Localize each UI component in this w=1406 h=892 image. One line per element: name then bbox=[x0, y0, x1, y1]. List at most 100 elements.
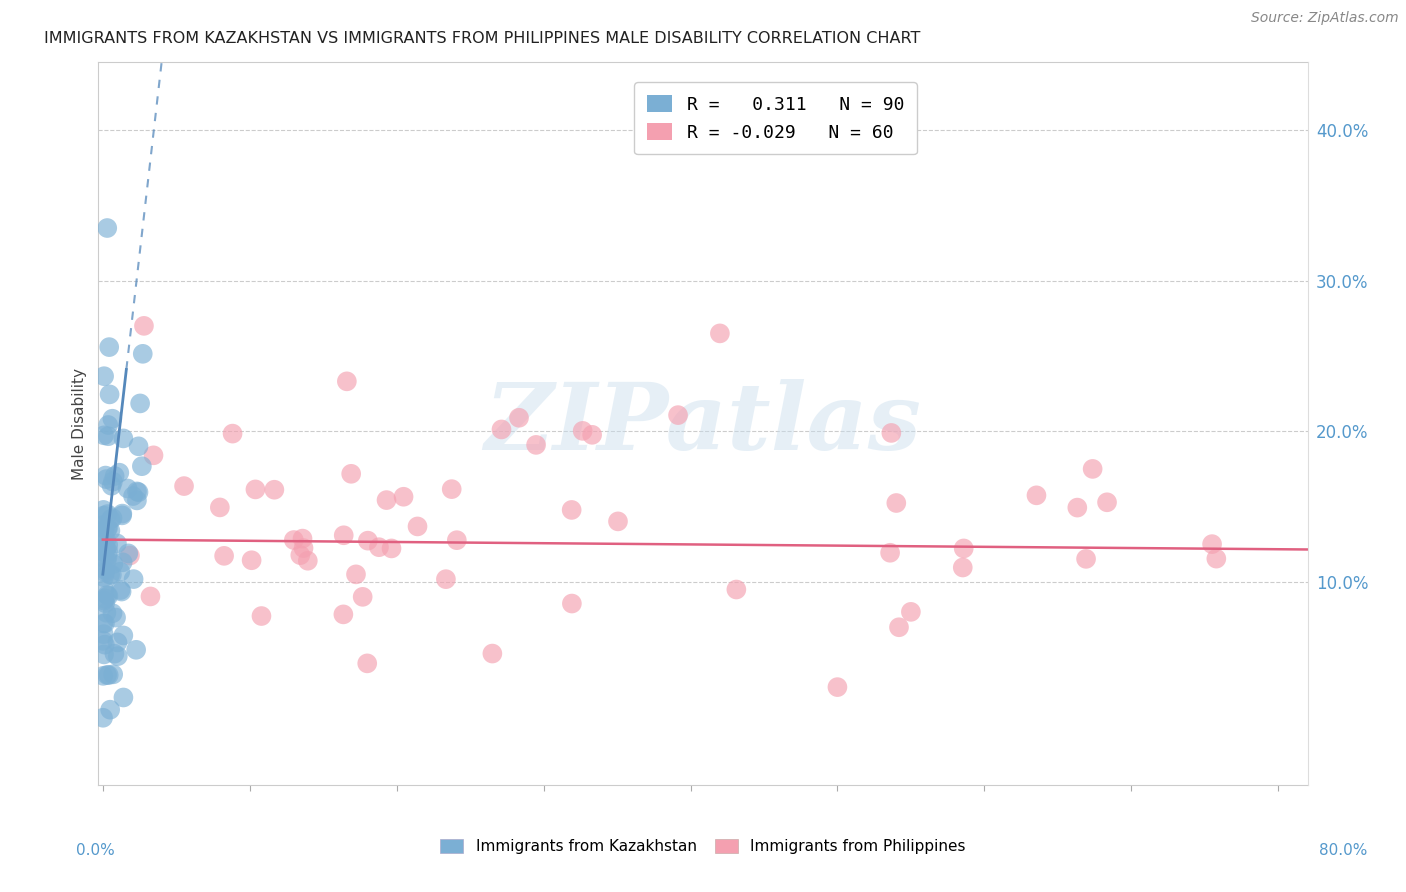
Point bbox=[508, 410, 530, 425]
Text: 80.0%: 80.0% bbox=[1319, 843, 1367, 858]
Point bbox=[91, 669, 114, 683]
Point bbox=[98, 387, 121, 401]
Point bbox=[112, 431, 135, 445]
Point bbox=[122, 572, 145, 586]
Point bbox=[93, 570, 115, 584]
Point bbox=[103, 647, 125, 661]
Point bbox=[94, 563, 117, 577]
Point bbox=[952, 560, 974, 574]
Point bbox=[561, 503, 583, 517]
Point bbox=[491, 422, 513, 436]
Point bbox=[607, 515, 630, 529]
Point bbox=[98, 703, 121, 717]
Point bbox=[524, 438, 547, 452]
Point bbox=[245, 483, 267, 497]
Point bbox=[100, 512, 122, 526]
Text: ZIPatlas: ZIPatlas bbox=[485, 379, 921, 468]
Point bbox=[101, 567, 124, 582]
Point bbox=[93, 518, 115, 533]
Point bbox=[108, 466, 131, 480]
Point bbox=[481, 647, 503, 661]
Point bbox=[97, 538, 120, 552]
Point bbox=[375, 493, 398, 508]
Point bbox=[128, 485, 150, 500]
Point bbox=[91, 711, 114, 725]
Point bbox=[98, 340, 121, 354]
Point bbox=[879, 546, 901, 560]
Point bbox=[827, 680, 849, 694]
Point bbox=[98, 567, 121, 582]
Text: 0.0%: 0.0% bbox=[76, 843, 115, 858]
Point bbox=[93, 582, 115, 597]
Point bbox=[96, 221, 118, 235]
Point bbox=[94, 638, 117, 652]
Point bbox=[340, 467, 363, 481]
Point bbox=[1081, 462, 1104, 476]
Point bbox=[1025, 488, 1047, 502]
Text: Source: ZipAtlas.com: Source: ZipAtlas.com bbox=[1251, 11, 1399, 25]
Point bbox=[1074, 552, 1097, 566]
Point bbox=[93, 369, 115, 384]
Point bbox=[125, 484, 148, 499]
Point bbox=[112, 628, 135, 642]
Point bbox=[111, 507, 134, 521]
Point bbox=[94, 472, 117, 486]
Point bbox=[93, 554, 115, 568]
Point bbox=[122, 489, 145, 503]
Point bbox=[561, 597, 583, 611]
Point bbox=[101, 411, 124, 425]
Point bbox=[96, 522, 118, 536]
Point bbox=[97, 429, 120, 443]
Point bbox=[94, 543, 117, 558]
Point bbox=[93, 591, 115, 606]
Legend: Immigrants from Kazakhstan, Immigrants from Philippines: Immigrants from Kazakhstan, Immigrants f… bbox=[434, 832, 972, 861]
Point bbox=[111, 508, 134, 523]
Point bbox=[111, 555, 134, 569]
Point bbox=[132, 347, 155, 361]
Point bbox=[97, 668, 120, 682]
Point bbox=[221, 426, 243, 441]
Point bbox=[1095, 495, 1118, 509]
Point bbox=[94, 541, 117, 556]
Point bbox=[104, 469, 127, 483]
Point bbox=[344, 567, 367, 582]
Point bbox=[129, 396, 152, 410]
Point bbox=[666, 408, 689, 422]
Point bbox=[263, 483, 285, 497]
Point bbox=[1066, 500, 1088, 515]
Point bbox=[125, 493, 148, 508]
Point bbox=[105, 610, 128, 624]
Point bbox=[97, 417, 120, 432]
Point bbox=[94, 468, 117, 483]
Point bbox=[368, 540, 391, 554]
Point bbox=[94, 522, 117, 536]
Point bbox=[131, 459, 153, 474]
Point bbox=[1205, 551, 1227, 566]
Point bbox=[884, 496, 907, 510]
Point bbox=[110, 565, 132, 579]
Point bbox=[94, 616, 117, 631]
Point bbox=[208, 500, 231, 515]
Point bbox=[900, 605, 922, 619]
Point bbox=[1201, 537, 1223, 551]
Point bbox=[93, 521, 115, 535]
Point bbox=[112, 690, 135, 705]
Point bbox=[93, 508, 115, 523]
Point bbox=[132, 318, 155, 333]
Point bbox=[97, 589, 120, 603]
Point bbox=[128, 439, 150, 453]
Point bbox=[103, 667, 125, 681]
Point bbox=[91, 616, 114, 631]
Point bbox=[93, 593, 115, 607]
Point bbox=[103, 557, 125, 571]
Point bbox=[357, 533, 380, 548]
Text: IMMIGRANTS FROM KAZAKHSTAN VS IMMIGRANTS FROM PHILIPPINES MALE DISABILITY CORREL: IMMIGRANTS FROM KAZAKHSTAN VS IMMIGRANTS… bbox=[44, 31, 921, 46]
Point bbox=[117, 482, 139, 496]
Point bbox=[440, 482, 463, 496]
Point bbox=[101, 511, 124, 525]
Point bbox=[96, 553, 118, 567]
Point bbox=[96, 533, 118, 548]
Point bbox=[101, 606, 124, 620]
Point bbox=[100, 479, 122, 493]
Point bbox=[117, 546, 139, 560]
